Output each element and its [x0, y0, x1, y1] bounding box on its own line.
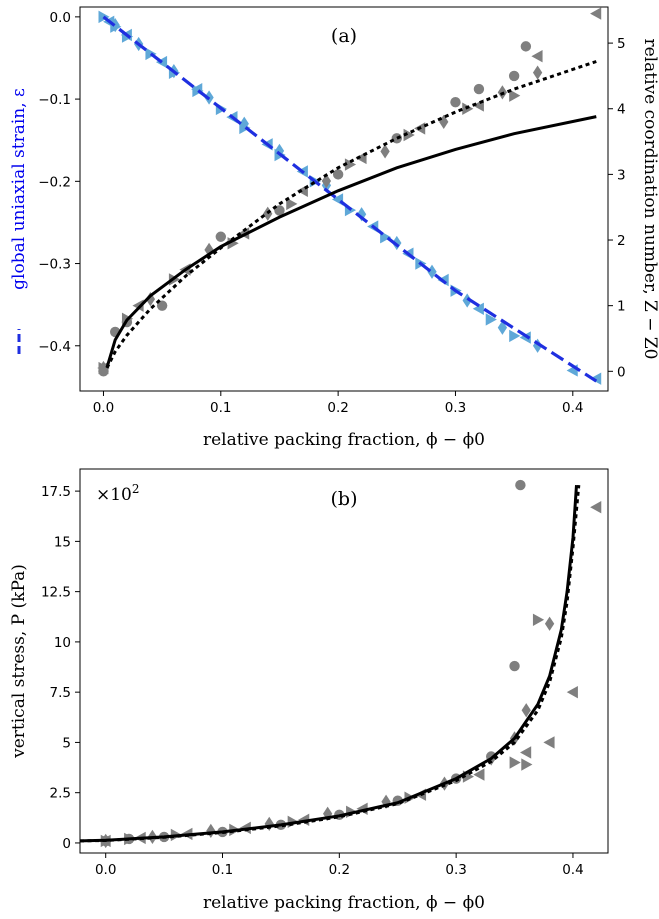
panel-a-ytick-right-label: 1	[617, 299, 626, 315]
panel-b-ytick-label: 15	[54, 534, 71, 550]
z-point-triangle-left	[531, 50, 543, 63]
z-point-triangle-left	[590, 7, 602, 20]
panel-a-ytick-left-label: 0.0	[50, 10, 71, 26]
stress-point-circle	[509, 660, 520, 672]
panel-b-ytick-label: 17.5	[41, 484, 71, 500]
panel-a-ytick-left-label: −0.2	[38, 174, 71, 190]
panel-b-ytick-label: 2.5	[50, 786, 71, 802]
panel-a-xtick-label: 0.0	[93, 400, 114, 416]
panel-a-ylabel-left: global uniaxial strain, ε	[9, 88, 29, 290]
strain-point-triangle-left	[590, 372, 602, 385]
stress-fit-line-solid	[79, 484, 578, 843]
panel-a: 0.0 0.1 0.2 0.3 0.4 0.0 −0.1 −0.2 −0.3 −0.4 0 1 2 3 4 5…	[9, 6, 659, 450]
stress-point-triangle-left	[520, 746, 532, 759]
stress-point-triangle-left	[590, 500, 602, 514]
panel-a-ytick-right-label: 4	[617, 102, 626, 118]
panel-a-ytick-left-label: −0.4	[38, 339, 71, 355]
z-point-diamond	[380, 144, 390, 159]
panel-a-frame	[79, 6, 609, 392]
stress-point-diamond	[521, 703, 531, 718]
z-point-circle	[215, 231, 226, 242]
strain-point-diamond	[427, 264, 437, 279]
stress-point-diamond	[544, 616, 555, 631]
panel-a-label: (a)	[331, 25, 357, 47]
strain-point-triangle-left	[519, 331, 531, 344]
z-point-diamond	[145, 291, 156, 307]
strain-fit-line	[102, 15, 598, 383]
panel-a-xtick-label: 0.1	[210, 400, 231, 416]
panel-a-xlabel: relative packing fraction, ϕ − ϕ0	[203, 430, 485, 450]
panel-a-ylabel-right: relative coordination number, Z − Z0	[640, 39, 659, 360]
strain-point-triangle-right	[485, 313, 497, 326]
panel-a-ytick-right-label: 2	[617, 233, 626, 249]
panel-a-xtick-label: 0.3	[445, 400, 466, 416]
z-point-circle	[508, 70, 520, 82]
stress-point-triangle-right	[509, 756, 521, 769]
z-point-circle	[473, 83, 485, 95]
z-point-triangle-right	[509, 89, 521, 102]
panel-b-xlabel: relative packing fraction, ϕ − ϕ0	[203, 893, 485, 913]
panel-b-xtick-label: 0.1	[212, 862, 233, 878]
z-point-triangle-right	[286, 197, 298, 211]
strain-point-diamond	[239, 116, 249, 131]
panel-a-ylabel-left-group: global uniaxial strain, ε	[9, 88, 29, 354]
panel-b-multiplier-base: ×10	[96, 485, 132, 505]
panel-b-label: (b)	[331, 488, 358, 510]
panel-b-multiplier-exp: 2	[132, 482, 140, 496]
panel-a-ytick-right-label: 0	[617, 364, 626, 380]
strain-point-diamond	[274, 143, 285, 159]
z-fit-line-solid	[105, 115, 597, 368]
panel-b-ytick-label: 12.5	[41, 585, 71, 601]
strain-point-diamond	[392, 235, 402, 251]
z-point-diamond	[321, 173, 332, 189]
stress-point-circle	[515, 479, 526, 491]
z-point-triangle-right	[344, 158, 357, 171]
panel-b-xtick-label: 0.2	[329, 862, 350, 878]
panel-b-xtick-label: 0.0	[95, 862, 116, 878]
stress-point-triangle-left	[566, 685, 578, 699]
strain-point-triangle-left	[472, 302, 484, 315]
stress-point-diamond	[381, 794, 391, 809]
z-point-diamond	[532, 65, 543, 80]
z-point-circle	[156, 300, 168, 311]
stress-point-triangle-right	[532, 613, 545, 626]
panel-b-frame	[79, 468, 609, 854]
panel-a-ytick-left-label: −0.1	[38, 92, 71, 108]
panel-b-xtick-label: 0.4	[562, 862, 583, 878]
z-point-diamond	[439, 114, 449, 130]
stress-point-triangle-left	[473, 768, 485, 781]
panel-b-multiplier: ×102	[96, 482, 140, 505]
stress-point-diamond	[206, 823, 216, 839]
z-point-circle	[450, 96, 461, 108]
z-point-diamond	[98, 360, 109, 376]
panel-a-ytick-left-label: −0.3	[38, 257, 71, 273]
panel-a-ytick-right-label: 3	[617, 167, 626, 183]
panel-a-xtick-label: 0.2	[327, 400, 348, 416]
z-point-triangle-right	[403, 128, 415, 142]
stress-point-triangle-left	[543, 736, 555, 749]
panel-b-ylabel: vertical stress, P (kPa)	[9, 564, 29, 759]
panel-b-xtick-label: 0.3	[445, 862, 466, 878]
z-point-circle	[274, 205, 285, 216]
stress-point-diamond	[264, 816, 274, 831]
z-point-circle	[520, 41, 532, 52]
strain-point-diamond	[110, 17, 120, 33]
panel-b-ytick-label: 0	[62, 836, 71, 852]
z-point-diamond	[263, 206, 273, 221]
panel-b-ytick-label: 7.5	[50, 685, 71, 701]
stress-point-triangle-right	[521, 758, 533, 771]
stress-fit-line-dotted	[79, 484, 581, 843]
strain-point-triangle-right	[509, 329, 521, 343]
strain-point-diamond	[462, 293, 472, 308]
z-point-circle	[332, 169, 344, 180]
z-fit-line-dotted	[105, 60, 597, 369]
panel-a-ytick-right-label: 5	[617, 36, 626, 52]
panel-b-ytick-label: 5	[62, 735, 71, 751]
panel-a-xtick-label: 0.4	[562, 400, 583, 416]
z-point-triangle-left	[132, 299, 144, 312]
panel-b-ytick-label: 10	[54, 635, 71, 651]
